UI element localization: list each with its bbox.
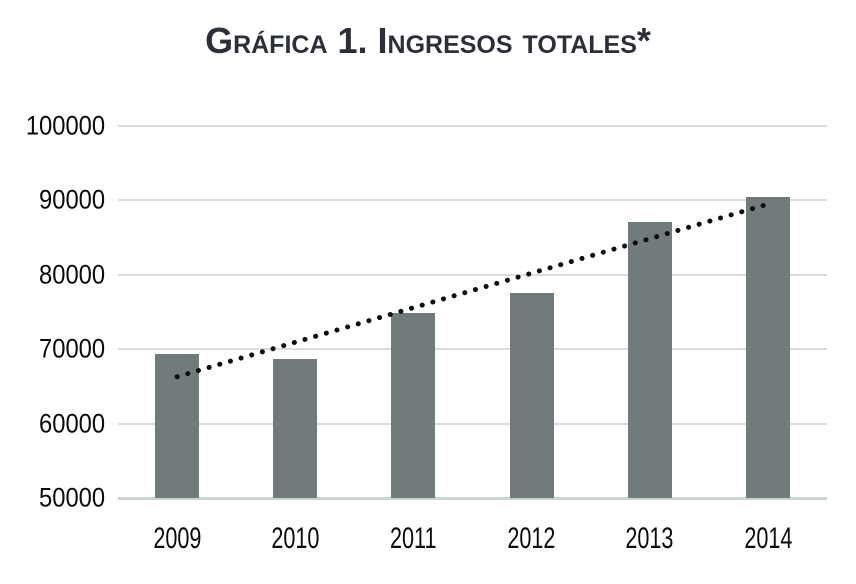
gridline-100000 bbox=[118, 125, 827, 127]
gridline-90000 bbox=[118, 199, 827, 202]
x-tick-label-2012: 2012 bbox=[507, 522, 556, 555]
bar-2013 bbox=[627, 221, 672, 498]
plot-area bbox=[118, 125, 827, 500]
trendline-path bbox=[174, 201, 771, 380]
bar-2011 bbox=[391, 312, 436, 498]
x-tick-label-2009: 2009 bbox=[153, 522, 202, 555]
trendline bbox=[174, 201, 771, 380]
y-tick-label-80000: 80000 bbox=[38, 259, 105, 290]
x-tick-label-2010: 2010 bbox=[271, 522, 320, 555]
x-axis-baseline bbox=[118, 497, 827, 500]
bar-2014 bbox=[745, 197, 790, 498]
y-tick-label-50000: 50000 bbox=[38, 482, 105, 513]
x-tick-label-2013: 2013 bbox=[625, 522, 674, 555]
y-tick-label-70000: 70000 bbox=[38, 333, 105, 364]
y-tick-label-60000: 60000 bbox=[38, 408, 105, 439]
x-tick-label-2014: 2014 bbox=[743, 522, 792, 555]
gridline-80000 bbox=[118, 273, 827, 276]
x-axis: 2009 2010 2011 2012 2013 2014 bbox=[118, 524, 827, 560]
x-tick-label-2011: 2011 bbox=[390, 522, 437, 555]
chart-title: Gráfica 1. Ingresos totales* bbox=[205, 20, 651, 61]
gridline-70000 bbox=[118, 348, 827, 351]
bar-2012 bbox=[509, 292, 554, 498]
gridline-60000 bbox=[118, 422, 827, 425]
bar-2010 bbox=[273, 358, 318, 498]
y-tick-label-100000: 100000 bbox=[25, 110, 105, 141]
y-axis: 100000 90000 80000 70000 60000 50000 bbox=[0, 112, 105, 511]
y-tick-label-90000: 90000 bbox=[38, 184, 105, 215]
